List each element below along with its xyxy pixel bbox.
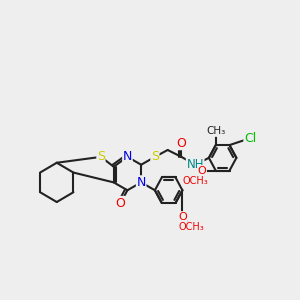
Text: NH: NH — [186, 158, 204, 171]
Text: N: N — [123, 150, 132, 164]
Text: O: O — [178, 212, 187, 222]
Text: Cl: Cl — [244, 132, 256, 145]
Text: O: O — [116, 196, 125, 209]
Text: S: S — [97, 150, 105, 164]
Text: OCH₃: OCH₃ — [178, 222, 204, 232]
Text: S: S — [151, 150, 159, 164]
Text: N: N — [136, 176, 146, 189]
Text: O: O — [198, 166, 206, 176]
Text: O: O — [176, 136, 186, 150]
Text: OCH₃: OCH₃ — [182, 176, 208, 186]
Text: CH₃: CH₃ — [206, 126, 225, 136]
